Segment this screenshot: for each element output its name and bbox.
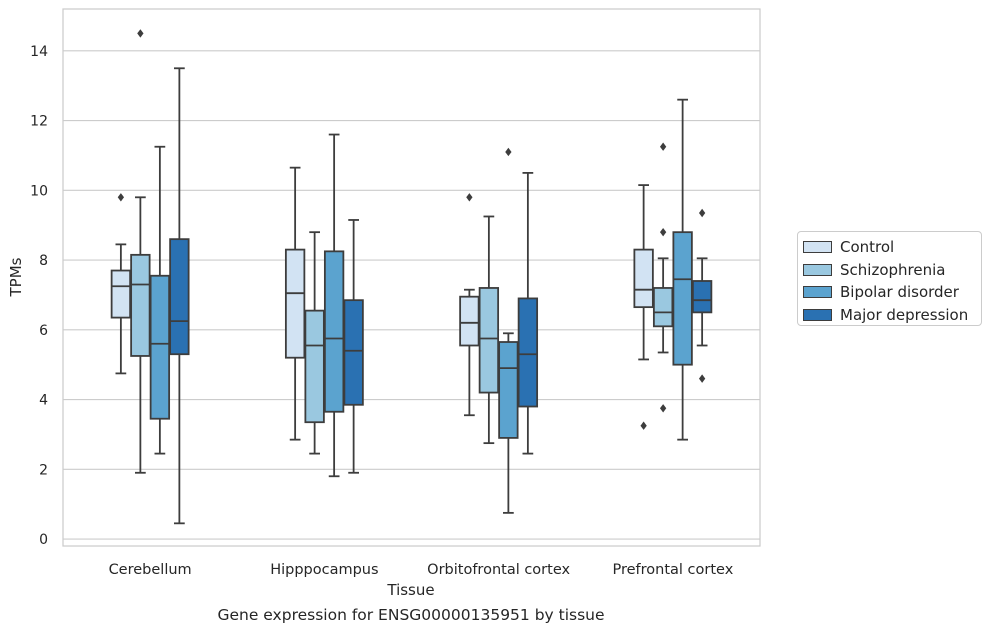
box-group-1-3 [149, 145, 171, 455]
outlier-point-1 [117, 193, 125, 202]
box-iqr [498, 341, 519, 439]
outlier-point-1 [137, 29, 144, 38]
x-axis-ticks: Cerebellum Hipppocampus Orbitofrontal cort… [109, 562, 734, 578]
y-axis-ticks: 0 2 4 6 8 10 12 14 [30, 44, 48, 548]
legend-item-bipolar-disorder: Bipolar disorder [803, 281, 981, 304]
x-tick-label-2: Hipppocampus [270, 562, 378, 578]
box-group-3-4 [517, 171, 539, 455]
box-group-2-2 [304, 231, 325, 455]
plot-area [62, 8, 761, 547]
legend: Control Schizophrenia Bipolar disorder M… [797, 231, 982, 326]
legend-swatch-schizophrenia [803, 263, 832, 276]
box-group-4-2 [652, 142, 674, 413]
y-tick-label-6: 6 [39, 323, 48, 339]
box-iqr [304, 309, 325, 424]
box-iqr [169, 238, 190, 356]
box-group-2-1 [284, 166, 306, 441]
legend-swatch-control [803, 241, 832, 254]
box-iqr [130, 253, 151, 357]
outlier-point-3 [659, 404, 667, 413]
outlier-point-1 [640, 421, 647, 430]
legend-item-major-depression: Major depression [803, 304, 981, 327]
outlier-point-1 [698, 208, 706, 218]
box-group-2-4 [343, 219, 364, 474]
box-iqr [284, 248, 306, 359]
outlier-point-1 [659, 142, 667, 151]
outlier-point-1 [505, 147, 512, 157]
figure-caption: Gene expression for ENSG00000135951 by t… [217, 606, 605, 624]
y-tick-label-10: 10 [30, 183, 48, 199]
outlier-point-2 [698, 374, 706, 383]
outlier-point-2 [659, 227, 667, 237]
box-group-2-3 [323, 133, 345, 478]
x-tick-label-3: Orbitofrontal cortex [427, 562, 570, 578]
box-group-1-4 [169, 67, 190, 525]
box-iqr [478, 287, 500, 394]
box-iqr [459, 295, 480, 347]
box-group-3-3 [498, 147, 519, 514]
box-iqr [110, 269, 132, 319]
box-group-1-1 [110, 193, 132, 375]
legend-swatch-major-depression [803, 308, 832, 321]
box-group-3-2 [478, 215, 500, 445]
box-group-4-4 [691, 208, 713, 383]
legend-label-control: Control [840, 238, 895, 257]
y-tick-label-4: 4 [39, 393, 48, 409]
y-tick-label-0: 0 [39, 532, 48, 548]
boxes [110, 29, 713, 525]
legend-swatch-bipolar-disorder [803, 286, 832, 299]
legend-item-schizophrenia: Schizophrenia [803, 259, 981, 282]
box-iqr [672, 231, 693, 366]
y-tick-label-14: 14 [30, 44, 48, 60]
x-axis-label: Tissue [386, 581, 434, 599]
y-tick-label-8: 8 [39, 253, 48, 269]
box-iqr [517, 297, 539, 408]
legend-label-bipolar-disorder: Bipolar disorder [840, 283, 959, 302]
y-tick-label-12: 12 [30, 114, 48, 130]
legend-item-control: Control [803, 236, 981, 259]
outlier-point-1 [466, 193, 473, 202]
box-group-1-2 [130, 29, 151, 474]
legend-label-schizophrenia: Schizophrenia [840, 260, 946, 279]
box-group-4-3 [672, 98, 693, 441]
y-tick-label-2: 2 [39, 462, 48, 478]
box-group-3-1 [459, 193, 480, 417]
legend-label-major-depression: Major depression [840, 305, 969, 324]
box-iqr [633, 248, 654, 309]
box-iqr [149, 274, 171, 420]
box-iqr [343, 299, 364, 406]
x-tick-label-1: Cerebellum [109, 562, 192, 578]
box-iqr [691, 280, 713, 314]
box-iqr [323, 250, 345, 413]
box-iqr [652, 287, 674, 328]
y-axis-label: TPMs [7, 257, 25, 297]
x-tick-label-4: Prefrontal cortex [612, 562, 733, 578]
box-group-4-1 [633, 184, 654, 430]
